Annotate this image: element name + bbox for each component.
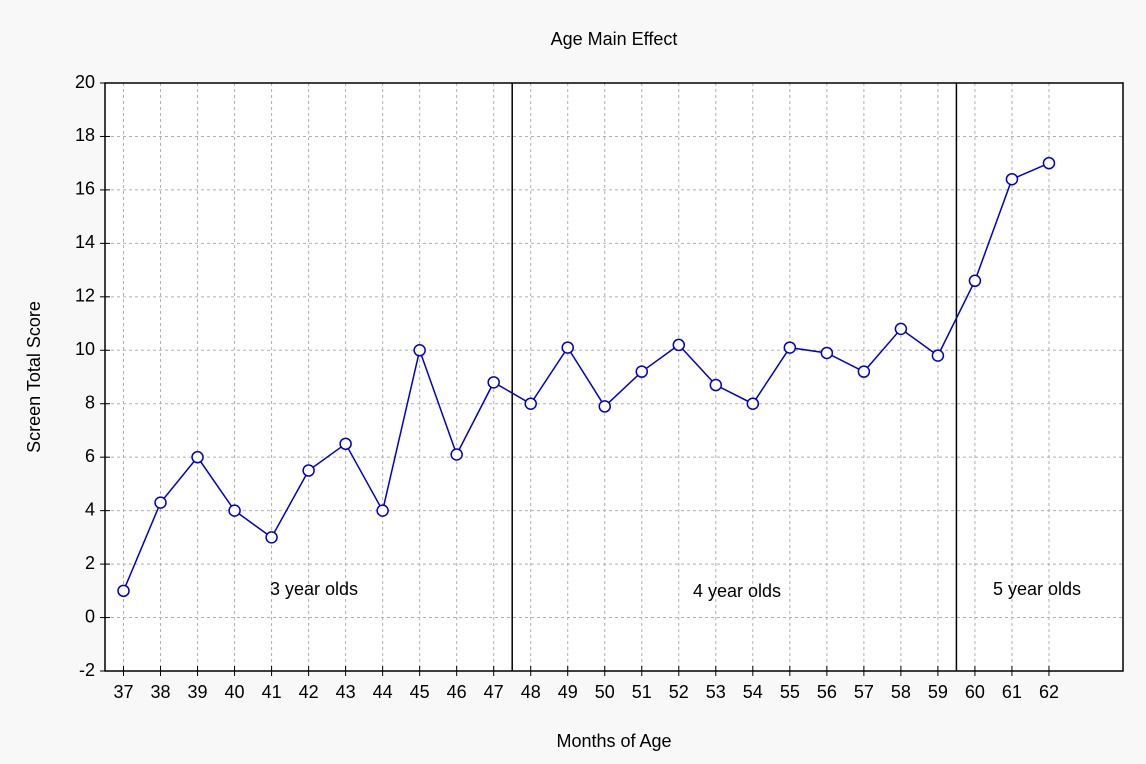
x-tick-label: 38 xyxy=(151,682,171,702)
x-tick-label: 44 xyxy=(373,682,393,702)
point xyxy=(561,341,574,354)
point xyxy=(228,504,241,517)
point xyxy=(413,344,426,357)
x-tick-label: 60 xyxy=(965,682,985,702)
point xyxy=(376,504,389,517)
y-tick-label: 2 xyxy=(85,553,95,573)
x-tick-label: 51 xyxy=(632,682,652,702)
x-tick-label: 54 xyxy=(743,682,763,702)
point xyxy=(1042,156,1056,170)
x-tick-label: 59 xyxy=(928,682,948,702)
x-tick-label: 55 xyxy=(780,682,800,702)
chart-title: Age Main Effect xyxy=(551,29,678,49)
plot-area xyxy=(105,83,1123,671)
y-tick-label: 14 xyxy=(75,232,95,252)
x-tick-label: 46 xyxy=(447,682,467,702)
y-tick-label: 18 xyxy=(75,125,95,145)
x-tick-label: 43 xyxy=(336,682,356,702)
x-tick-label: 52 xyxy=(669,682,689,702)
point xyxy=(746,397,760,410)
y-tick-label: 6 xyxy=(85,446,95,466)
series-line xyxy=(122,162,1050,592)
point xyxy=(265,531,278,544)
x-axis-label: Months of Age xyxy=(556,731,671,751)
point xyxy=(1005,172,1019,186)
y-tick-label: 8 xyxy=(85,392,95,412)
x-tick-label: 42 xyxy=(299,682,319,702)
y-tick-label: -2 xyxy=(79,660,95,680)
annotation: 4 year olds xyxy=(693,581,781,601)
x-tick-label: 53 xyxy=(706,682,726,702)
point xyxy=(709,378,723,392)
y-axis-label: Screen Total Score xyxy=(24,301,44,453)
point xyxy=(117,584,130,598)
point xyxy=(968,274,982,288)
y-tick-label: 16 xyxy=(75,179,95,199)
x-tick-label: 50 xyxy=(595,682,615,702)
point xyxy=(339,437,352,451)
y-tick-label: 12 xyxy=(75,286,95,306)
point xyxy=(487,376,500,389)
x-tick-label: 45 xyxy=(410,682,430,702)
point xyxy=(524,397,537,410)
point xyxy=(857,365,871,378)
x-tick-label: 40 xyxy=(225,682,245,702)
x-tick-label: 56 xyxy=(817,682,837,702)
point xyxy=(450,448,463,461)
y-tick-label: 0 xyxy=(85,606,95,626)
x-tick-label: 58 xyxy=(891,682,911,702)
y-tick-label: 4 xyxy=(85,499,95,519)
plot-border xyxy=(104,82,1124,672)
y-tick-label: 20 xyxy=(75,72,95,92)
point xyxy=(783,341,797,354)
x-tick-label: 57 xyxy=(854,682,874,702)
point xyxy=(154,496,167,509)
y-tick-label: 10 xyxy=(75,339,95,359)
point xyxy=(191,450,204,464)
point xyxy=(820,346,834,360)
point xyxy=(635,365,649,378)
x-tick-label: 48 xyxy=(521,682,541,702)
annotation: 3 year olds xyxy=(270,579,358,599)
x-tick-label: 61 xyxy=(1002,682,1022,702)
x-tick-label: 41 xyxy=(262,682,282,702)
annotation: 5 year olds xyxy=(993,579,1081,599)
point xyxy=(894,322,908,336)
x-tick-label: 47 xyxy=(484,682,504,702)
point xyxy=(302,464,315,477)
x-tick-label: 37 xyxy=(113,682,133,702)
x-tick-label: 39 xyxy=(188,682,208,702)
x-tick-label: 62 xyxy=(1039,682,1059,702)
point xyxy=(672,338,686,352)
point xyxy=(931,349,945,362)
point xyxy=(598,400,611,413)
x-tick-label: 49 xyxy=(558,682,578,702)
